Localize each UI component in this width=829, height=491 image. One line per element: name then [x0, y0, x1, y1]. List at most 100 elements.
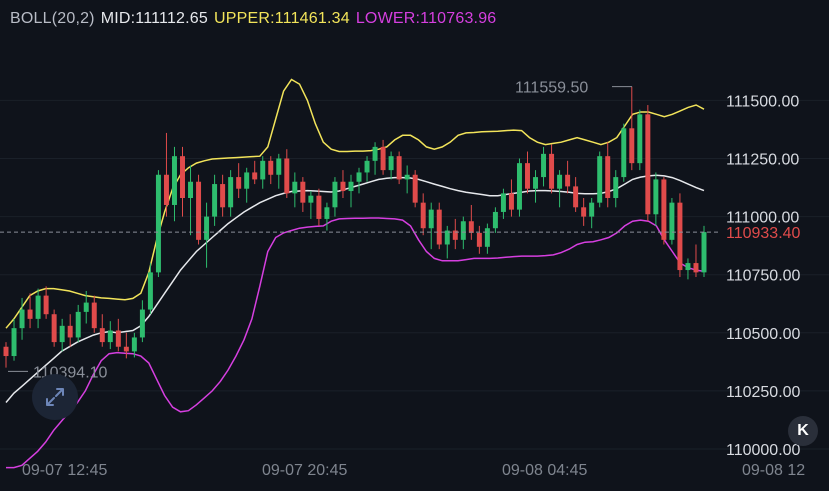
x-tick-label: 09-08 04:45: [502, 462, 588, 479]
upper-value: 111461.34: [274, 10, 350, 27]
candle: [316, 188, 322, 226]
y-tick-label: 110500.00: [726, 326, 801, 343]
candle: [300, 177, 306, 212]
candle-body: [11, 328, 17, 357]
candle: [685, 258, 691, 280]
candle: [91, 295, 97, 333]
candle-body: [605, 156, 611, 199]
candle: [59, 318, 65, 352]
candle: [557, 170, 563, 208]
candle: [396, 151, 402, 185]
candle-body: [212, 184, 218, 217]
candle-body: [236, 177, 242, 189]
candle: [196, 174, 202, 245]
candle-body: [27, 309, 33, 319]
collapse-button[interactable]: K: [788, 416, 818, 446]
candle: [364, 156, 370, 182]
y-tick-label: 110750.00: [726, 268, 801, 285]
lower-label: LOWER:110763.96: [355, 10, 497, 27]
candle-body: [404, 174, 410, 180]
candle-body: [597, 156, 603, 203]
candle-body: [3, 346, 9, 357]
candle-body: [252, 172, 258, 180]
upper-band-line: [5, 78, 705, 329]
y-tick-label: 111000.00: [726, 210, 799, 227]
candle: [444, 225, 450, 259]
candle-body: [308, 195, 314, 203]
candle-body: [276, 158, 282, 175]
candle-body: [500, 193, 506, 212]
candle-body: [59, 325, 65, 343]
candle: [589, 198, 595, 229]
candle-body: [645, 114, 651, 215]
candle-body: [420, 202, 426, 229]
mid-value: 111112.65: [135, 10, 208, 27]
candle-body: [340, 181, 346, 192]
candle-body: [525, 163, 530, 189]
candle-body: [284, 158, 290, 194]
candle: [284, 149, 290, 199]
candle: [83, 290, 89, 324]
candle-body: [444, 230, 450, 245]
candle: [476, 225, 482, 254]
candle: [605, 142, 611, 208]
candle-body: [220, 184, 226, 208]
candle: [35, 288, 41, 329]
candle: [693, 244, 699, 278]
y-axis: 110000.00 110250.00 110500.00 110750.00 1110…: [726, 93, 801, 459]
boll-header: BOLL(20,2) MID:111112.65 UPPER:111461.34 LO…: [10, 10, 502, 28]
candle: [581, 198, 587, 226]
y-tick-label: 111500.00: [726, 93, 799, 110]
candle: [428, 202, 434, 250]
candle: [19, 297, 25, 340]
candle-body: [621, 128, 627, 178]
candle: [492, 207, 498, 233]
candle-body: [573, 186, 579, 208]
candle: [541, 146, 547, 187]
candle-body: [492, 211, 498, 229]
candle-body: [171, 156, 177, 205]
candle-body: [541, 153, 547, 178]
candle: [3, 342, 9, 368]
candle: [565, 160, 571, 194]
candle-body: [533, 177, 539, 189]
candle: [621, 123, 627, 182]
candle: [220, 174, 226, 217]
candle: [452, 218, 458, 250]
candle-body: [436, 209, 442, 245]
candle: [372, 142, 378, 175]
candle-body: [348, 181, 354, 192]
candle-body: [43, 295, 49, 315]
candle-body: [123, 346, 129, 352]
candle: [11, 318, 17, 361]
candle: [388, 151, 394, 180]
candle: [180, 146, 185, 217]
candle: [27, 293, 33, 329]
candle: [468, 204, 474, 240]
candle-body: [669, 202, 675, 240]
lower-value: 110763.96: [420, 10, 497, 27]
candle: [525, 151, 530, 194]
x-axis: 09-07 12:45 09-07 20:45 09-08 04:45 09-08 1…: [22, 462, 805, 479]
candle: [661, 177, 667, 245]
candle: [484, 223, 490, 254]
candle: [533, 170, 539, 203]
candle: [308, 191, 314, 219]
candle: [67, 314, 73, 347]
candle: [43, 286, 49, 319]
candle: [324, 202, 330, 231]
candle: [292, 172, 298, 208]
candle: [348, 174, 354, 208]
candle-body: [51, 314, 57, 343]
candle-body: [19, 309, 25, 329]
candle-body: [460, 221, 466, 240]
candle: [163, 132, 169, 217]
candle-body: [147, 272, 153, 310]
candle-body: [107, 330, 113, 343]
x-tick-label: 09-08 12: [742, 462, 805, 479]
candle: [131, 332, 137, 358]
y-tick-label: 110250.00: [726, 384, 801, 401]
candle-body: [565, 174, 571, 187]
expand-button[interactable]: [32, 374, 78, 420]
